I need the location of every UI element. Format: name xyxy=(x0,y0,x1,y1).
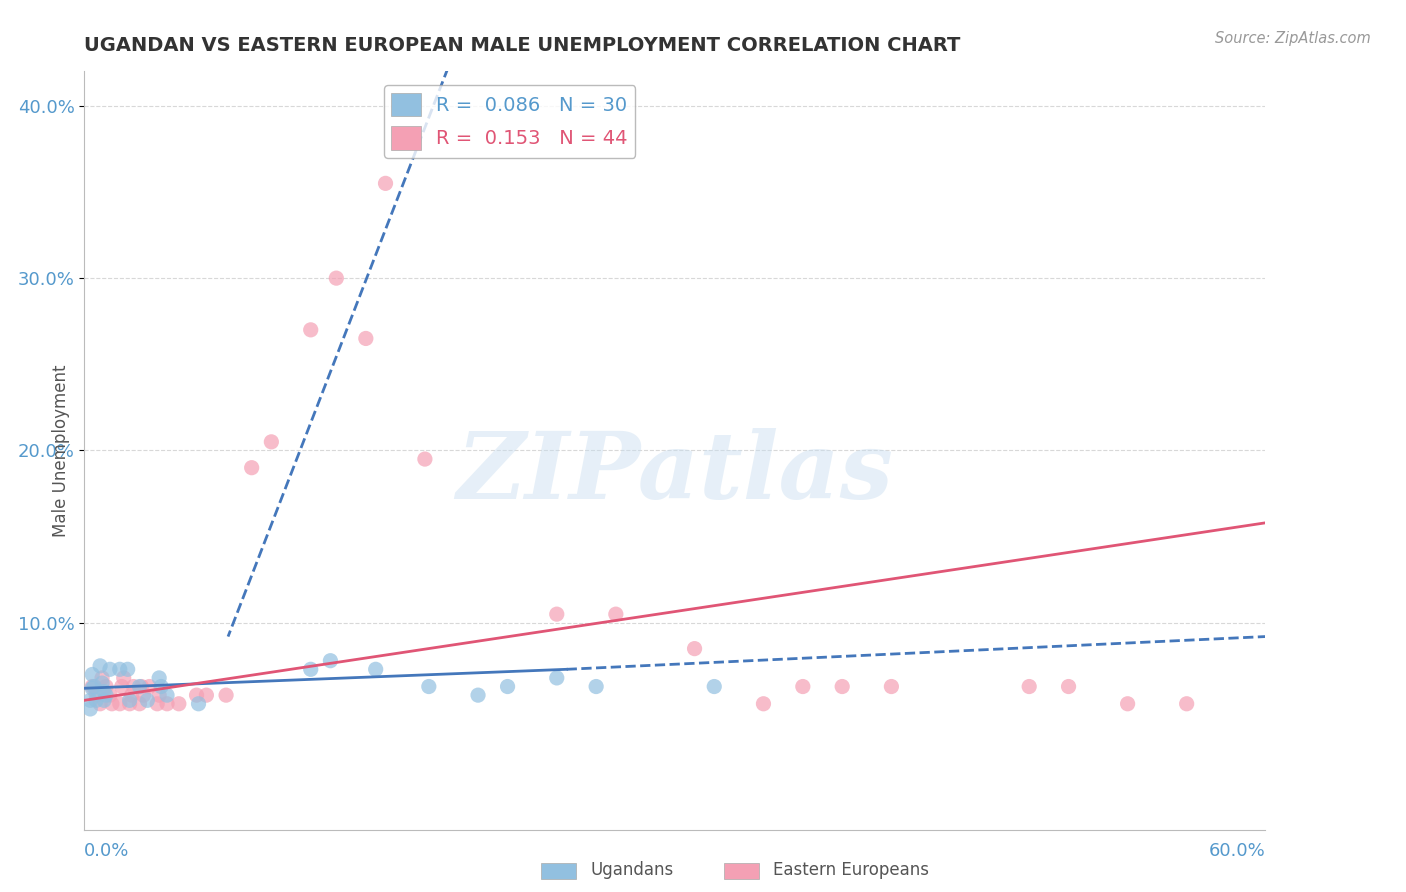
Point xyxy=(91,671,114,685)
Point xyxy=(299,662,322,676)
Point xyxy=(683,641,706,656)
Point xyxy=(122,680,145,694)
Point xyxy=(89,697,111,711)
Point xyxy=(112,671,135,685)
Point xyxy=(148,688,170,702)
Point xyxy=(546,607,568,622)
Point xyxy=(325,271,347,285)
Point xyxy=(585,680,607,694)
Point xyxy=(240,460,263,475)
Point xyxy=(84,688,107,702)
Point xyxy=(418,680,440,694)
Point xyxy=(117,662,139,676)
Text: UGANDAN VS EASTERN EUROPEAN MALE UNEMPLOYMENT CORRELATION CHART: UGANDAN VS EASTERN EUROPEAN MALE UNEMPLO… xyxy=(84,36,960,54)
Point xyxy=(215,688,238,702)
Point xyxy=(128,680,150,694)
Point xyxy=(1057,680,1080,694)
Point xyxy=(108,662,131,676)
Point xyxy=(101,697,124,711)
Point xyxy=(94,680,117,694)
Point xyxy=(792,680,814,694)
Point xyxy=(156,697,179,711)
Point xyxy=(89,658,111,673)
Point xyxy=(703,680,725,694)
Point xyxy=(605,607,627,622)
Legend: R =  0.086   N = 30, R =  0.153   N = 44: R = 0.086 N = 30, R = 0.153 N = 44 xyxy=(384,85,636,158)
Text: Ugandans: Ugandans xyxy=(591,861,673,879)
Point xyxy=(108,697,131,711)
Text: Source: ZipAtlas.com: Source: ZipAtlas.com xyxy=(1215,31,1371,46)
Point xyxy=(187,697,209,711)
Point xyxy=(167,697,190,711)
Point xyxy=(467,688,489,702)
Point xyxy=(84,693,107,707)
Text: 60.0%: 60.0% xyxy=(1209,842,1265,860)
Text: 0.0%: 0.0% xyxy=(84,842,129,860)
Point xyxy=(118,697,141,711)
Text: Eastern Europeans: Eastern Europeans xyxy=(773,861,929,879)
Point xyxy=(186,688,208,702)
Point xyxy=(93,693,115,707)
Text: ZIPatlas: ZIPatlas xyxy=(457,428,893,518)
Point xyxy=(82,680,104,694)
Point xyxy=(195,688,218,702)
Point xyxy=(138,680,160,694)
Point xyxy=(496,680,519,694)
Point xyxy=(121,688,143,702)
Point xyxy=(93,684,115,698)
Point xyxy=(98,662,121,676)
Point xyxy=(128,697,150,711)
Point xyxy=(831,680,853,694)
Point xyxy=(98,688,121,702)
Point xyxy=(752,697,775,711)
Point xyxy=(82,681,104,696)
Point xyxy=(319,654,342,668)
Point xyxy=(413,452,436,467)
Point xyxy=(82,667,104,681)
Point xyxy=(1018,680,1040,694)
Point xyxy=(83,680,105,694)
Point xyxy=(299,323,322,337)
Point xyxy=(546,671,568,685)
Point xyxy=(260,434,283,449)
Point xyxy=(1175,697,1198,711)
Point xyxy=(364,662,387,676)
Point xyxy=(148,671,170,685)
Point xyxy=(880,680,903,694)
Point xyxy=(79,702,101,716)
Point xyxy=(374,177,396,191)
Point xyxy=(156,688,179,702)
Point xyxy=(1116,697,1139,711)
Point xyxy=(94,688,117,702)
Point xyxy=(150,680,173,694)
Point xyxy=(111,680,134,694)
Point xyxy=(131,680,153,694)
Point xyxy=(79,693,101,707)
Point xyxy=(354,331,377,345)
Y-axis label: Male Unemployment: Male Unemployment xyxy=(52,364,70,537)
Point xyxy=(132,688,155,702)
Point xyxy=(118,693,141,707)
Point xyxy=(136,693,159,707)
Point xyxy=(146,697,169,711)
Point xyxy=(91,676,114,690)
